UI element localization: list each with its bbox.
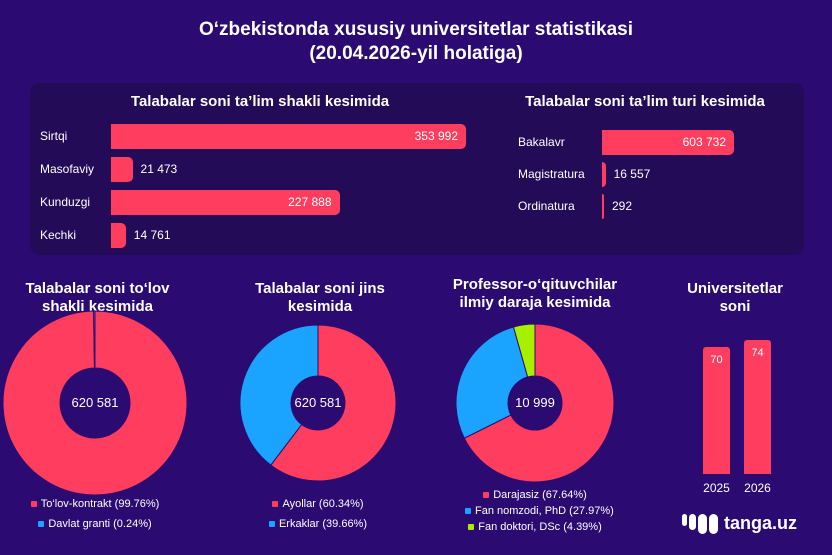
legend-item: Darajasiz (67.64%) <box>465 489 605 501</box>
tanga-logo-icon <box>682 513 718 534</box>
chart-title-shakl: Talabalar soni ta’lim shakli kesimida <box>130 93 390 110</box>
legend-label: Fan doktori, DSc (4.39%) <box>478 521 602 533</box>
bar <box>602 130 734 155</box>
bar-category-label: Bakalavr <box>518 135 565 149</box>
bar-category-label: Sirtqi <box>40 129 68 143</box>
legend-swatch <box>30 501 37 508</box>
chart-title-jins: Talabalar soni jins kesimida <box>255 280 385 315</box>
chart-title-universitetlar: Universitetlar soni <box>687 280 783 315</box>
title-line2: (20.04.2026-yil holatiga) <box>309 43 523 64</box>
bar <box>111 190 340 215</box>
bar-category-label: 2026 <box>744 481 771 495</box>
legend-item: Ayollar (60.34%) <box>248 498 388 510</box>
legend-item: Fan doktori, DSc (4.39%) <box>465 521 605 533</box>
bar-value-label: 14 761 <box>133 228 171 242</box>
chart-title-daraja: Professor-o‘qituvchilar ilmiy daraja kes… <box>452 276 618 311</box>
legend-label: Erkaklar (39.66%) <box>278 518 368 530</box>
page-title: O‘zbekistonda xususiy universitetlar sta… <box>0 18 832 66</box>
legend-swatch <box>38 521 45 528</box>
legend-label: Darajasiz (67.64%) <box>493 489 587 501</box>
bar <box>111 157 133 182</box>
bar-value-label: 16 557 <box>613 167 651 181</box>
bar-category-label: Kechki <box>40 228 77 242</box>
title-line1: O‘zbekistonda xususiy universitetlar sta… <box>199 19 633 40</box>
legend-swatch <box>468 524 475 531</box>
legend-label: Fan nomzodi, PhD (27.97%) <box>475 505 614 517</box>
donut-center-label: 10 999 <box>515 395 555 410</box>
bar-value-label: 70 <box>710 354 723 367</box>
brand-logo: tanga.uz <box>682 513 797 534</box>
bar-value-label: 227 888 <box>288 195 332 209</box>
bar <box>703 347 730 474</box>
chart-title-tolov: Talabalar soni to‘lov shakli kesimida <box>25 280 170 315</box>
bar <box>111 223 126 248</box>
legend-label: To‘lov-kontrakt (99.76%) <box>40 498 160 510</box>
legend-swatch <box>272 501 279 508</box>
bar <box>602 194 604 219</box>
bar-value-label: 603 732 <box>682 135 726 149</box>
bar <box>744 340 771 474</box>
legend-label: Davlat granti (0.24%) <box>48 518 152 530</box>
bar-value-label: 353 992 <box>414 129 458 143</box>
bar-value-label: 74 <box>751 347 764 359</box>
bar <box>602 162 606 187</box>
legend-item: Fan nomzodi, PhD (27.97%) <box>465 505 614 517</box>
legend-swatch <box>268 521 275 528</box>
legend-item: To‘lov-kontrakt (99.76%) <box>25 498 165 510</box>
legend-swatch <box>465 508 471 515</box>
donut-center-label: 620 581 <box>294 395 342 410</box>
bar-panel <box>30 83 804 255</box>
bar-category-label: Ordinatura <box>518 199 575 213</box>
donut-center-label: 620 581 <box>71 395 119 410</box>
bar-category-label: 2025 <box>703 481 730 495</box>
brand-name: tanga.uz <box>724 513 798 533</box>
bar-value-label: 292 <box>612 199 633 213</box>
chart-title-turi: Talabalar soni ta’lim turi kesimida <box>525 93 765 110</box>
bar-category-label: Masofaviy <box>40 162 95 176</box>
legend-item: Davlat granti (0.24%) <box>25 518 165 530</box>
bar <box>111 124 466 149</box>
legend-label: Ayollar (60.34%) <box>282 498 364 510</box>
legend-swatch <box>483 492 490 499</box>
bar-value-label: 21 473 <box>140 162 178 176</box>
bar-category-label: Magistratura <box>518 167 585 181</box>
legend-item: Erkaklar (39.66%) <box>248 518 388 530</box>
bar-category-label: Kunduzgi <box>40 195 91 209</box>
